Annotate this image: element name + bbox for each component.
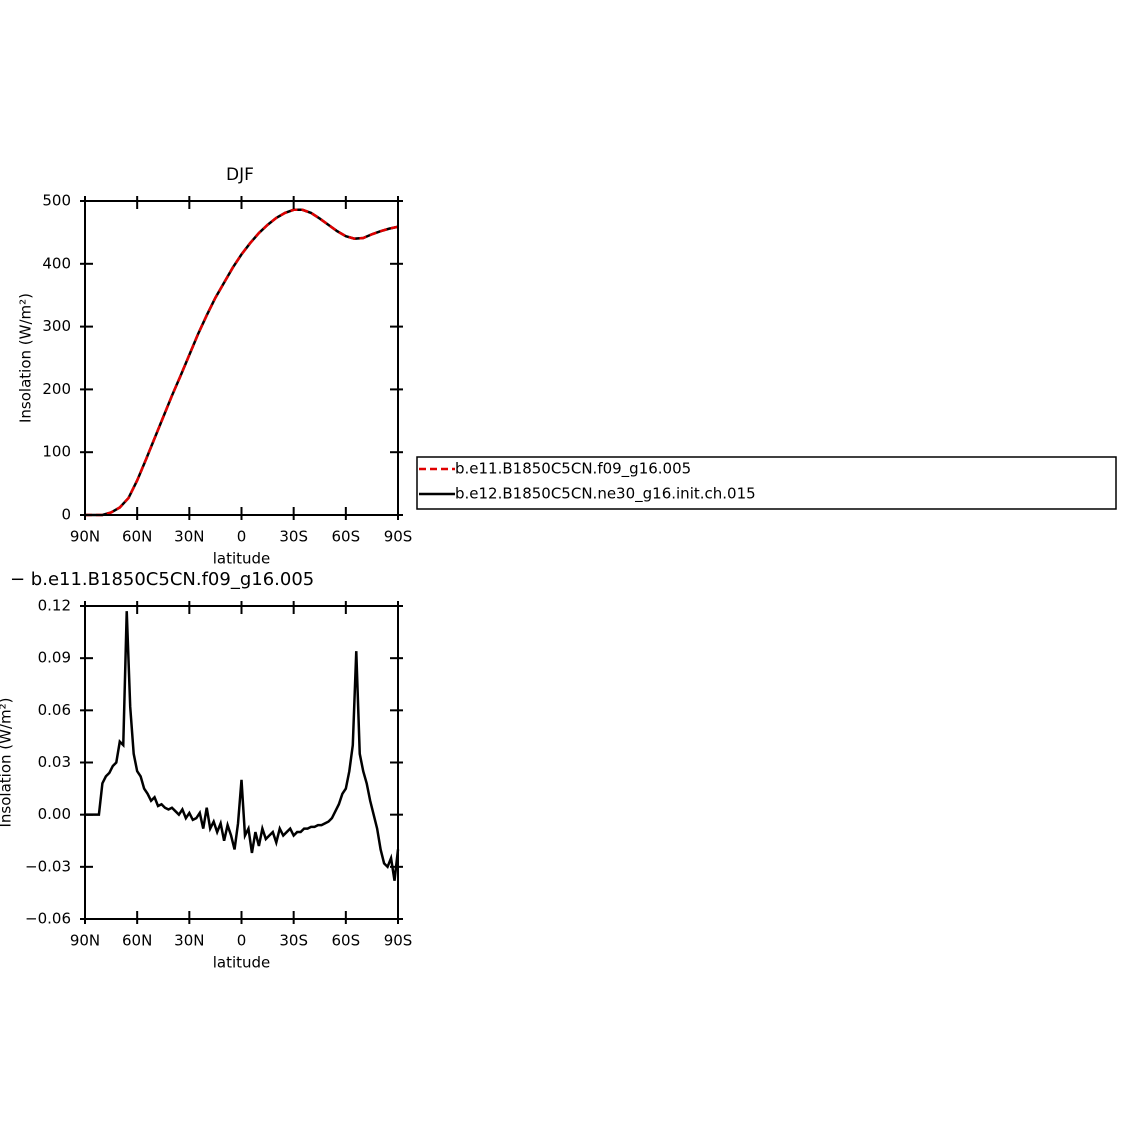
x-axis-label: latitude: [213, 550, 271, 568]
x-tick-label: 60S: [332, 932, 361, 950]
data-line: [85, 208, 399, 517]
y-tick-label: 0.09: [38, 649, 71, 667]
x-tick-label: 90N: [70, 528, 100, 546]
x-tick-label: 30N: [174, 932, 204, 950]
x-tick-label: 90S: [384, 932, 413, 950]
y-tick-label: 400: [42, 254, 71, 272]
y-tick-label: 500: [42, 192, 71, 210]
y-tick-label: 0: [61, 506, 71, 524]
x-tick-label: 0: [237, 528, 247, 546]
y-tick-label: −0.06: [25, 910, 71, 928]
y-tick-label: −0.03: [25, 857, 71, 875]
plot-frame: [84, 200, 399, 516]
legend-box: [416, 456, 1117, 510]
data-line: [85, 611, 400, 881]
x-tick-label: 60N: [122, 528, 152, 546]
y-tick-label: 0.00: [38, 805, 71, 823]
y-tick-label: 0.06: [38, 701, 71, 719]
y-tick-label: 0.12: [38, 597, 71, 615]
x-tick-label: 60S: [332, 528, 361, 546]
x-tick-label: 30S: [279, 932, 308, 950]
x-tick-label: 0: [237, 932, 247, 950]
y-axis-label: Insolation (W/m²): [0, 698, 15, 828]
legend-label: b.e11.B1850C5CN.f09_g16.005: [455, 460, 691, 479]
legend-label: b.e12.B1850C5CN.ne30_g16.init.ch.015: [455, 485, 756, 504]
y-tick-label: 100: [42, 443, 71, 461]
y-tick-label: 300: [42, 317, 71, 335]
chart-title: DJF: [226, 165, 254, 185]
x-tick-label: 30N: [174, 528, 204, 546]
y-tick-label: 200: [42, 380, 71, 398]
x-tick-label: 90N: [70, 932, 100, 950]
chart-title: − b.e11.B1850C5CN.f09_g16.005: [10, 569, 314, 590]
y-axis-label: Insolation (W/m²): [17, 293, 35, 423]
x-tick-label: 30S: [279, 528, 308, 546]
x-axis-label: latitude: [213, 954, 271, 972]
x-tick-label: 90S: [384, 528, 413, 546]
x-tick-label: 60N: [122, 932, 152, 950]
y-tick-label: 0.03: [38, 753, 71, 771]
data-line: [85, 208, 399, 517]
